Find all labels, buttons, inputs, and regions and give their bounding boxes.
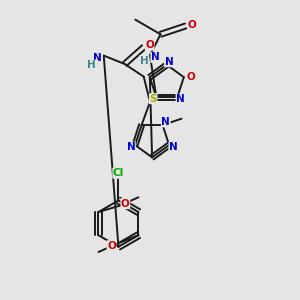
Text: O: O: [107, 241, 116, 251]
Text: N: N: [127, 142, 135, 152]
Text: Cl: Cl: [113, 168, 124, 178]
Text: H: H: [87, 60, 96, 70]
Text: N: N: [151, 52, 160, 62]
Text: N: N: [161, 117, 170, 127]
Text: O: O: [187, 72, 196, 82]
Text: S: S: [149, 94, 157, 104]
Text: O: O: [121, 199, 130, 208]
Text: H: H: [140, 56, 148, 66]
Text: O: O: [145, 40, 154, 50]
Text: N: N: [165, 57, 173, 67]
Text: O: O: [188, 20, 197, 30]
Text: N: N: [94, 53, 102, 63]
Text: N: N: [169, 142, 178, 152]
Text: N: N: [176, 94, 185, 104]
